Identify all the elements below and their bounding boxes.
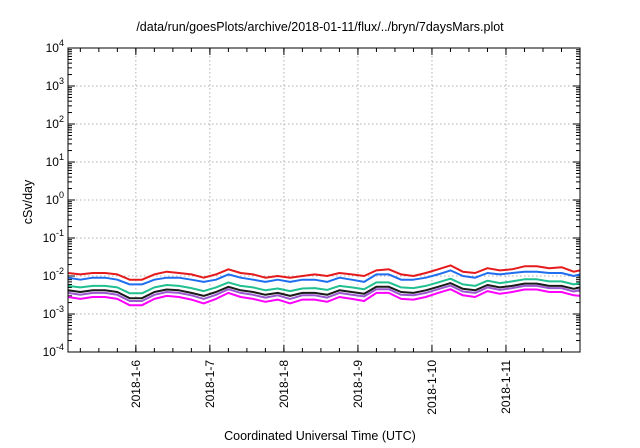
y-tick-label: 10-3 xyxy=(43,304,64,321)
x-tick-label: 2018-1-8 xyxy=(277,360,291,408)
x-tick-label: 2018-1-11 xyxy=(499,360,513,414)
series-line-4 xyxy=(67,282,581,300)
y-tick-label: 101 xyxy=(46,152,64,169)
series-line-3 xyxy=(67,277,581,295)
x-tick-label: 2018-1-6 xyxy=(129,360,143,408)
y-tick-label: 100 xyxy=(46,190,64,207)
series-line-1 xyxy=(67,264,581,281)
series-line-5 xyxy=(67,284,581,302)
series-line-2 xyxy=(67,269,581,286)
x-tick-label: 2018-1-9 xyxy=(351,360,365,408)
x-axis-label: Coordinated Universal Time (UTC) xyxy=(224,429,416,443)
y-tick-label: 10-1 xyxy=(43,228,64,245)
y-tick-label: 10-2 xyxy=(43,266,64,283)
chart-title: /data/run/goesPlots/archive/2018-01-11/f… xyxy=(136,20,504,34)
y-tick-label: 102 xyxy=(46,114,64,131)
plot-frame xyxy=(67,47,581,353)
y-tick-label: 103 xyxy=(46,76,64,93)
series-line-6 xyxy=(67,288,581,307)
x-tick-label: 2018-1-10 xyxy=(425,360,439,415)
y-tick-label: 10-4 xyxy=(43,342,64,359)
y-tick-label: 104 xyxy=(46,38,64,55)
x-tick-label: 2018-1-7 xyxy=(203,360,217,408)
